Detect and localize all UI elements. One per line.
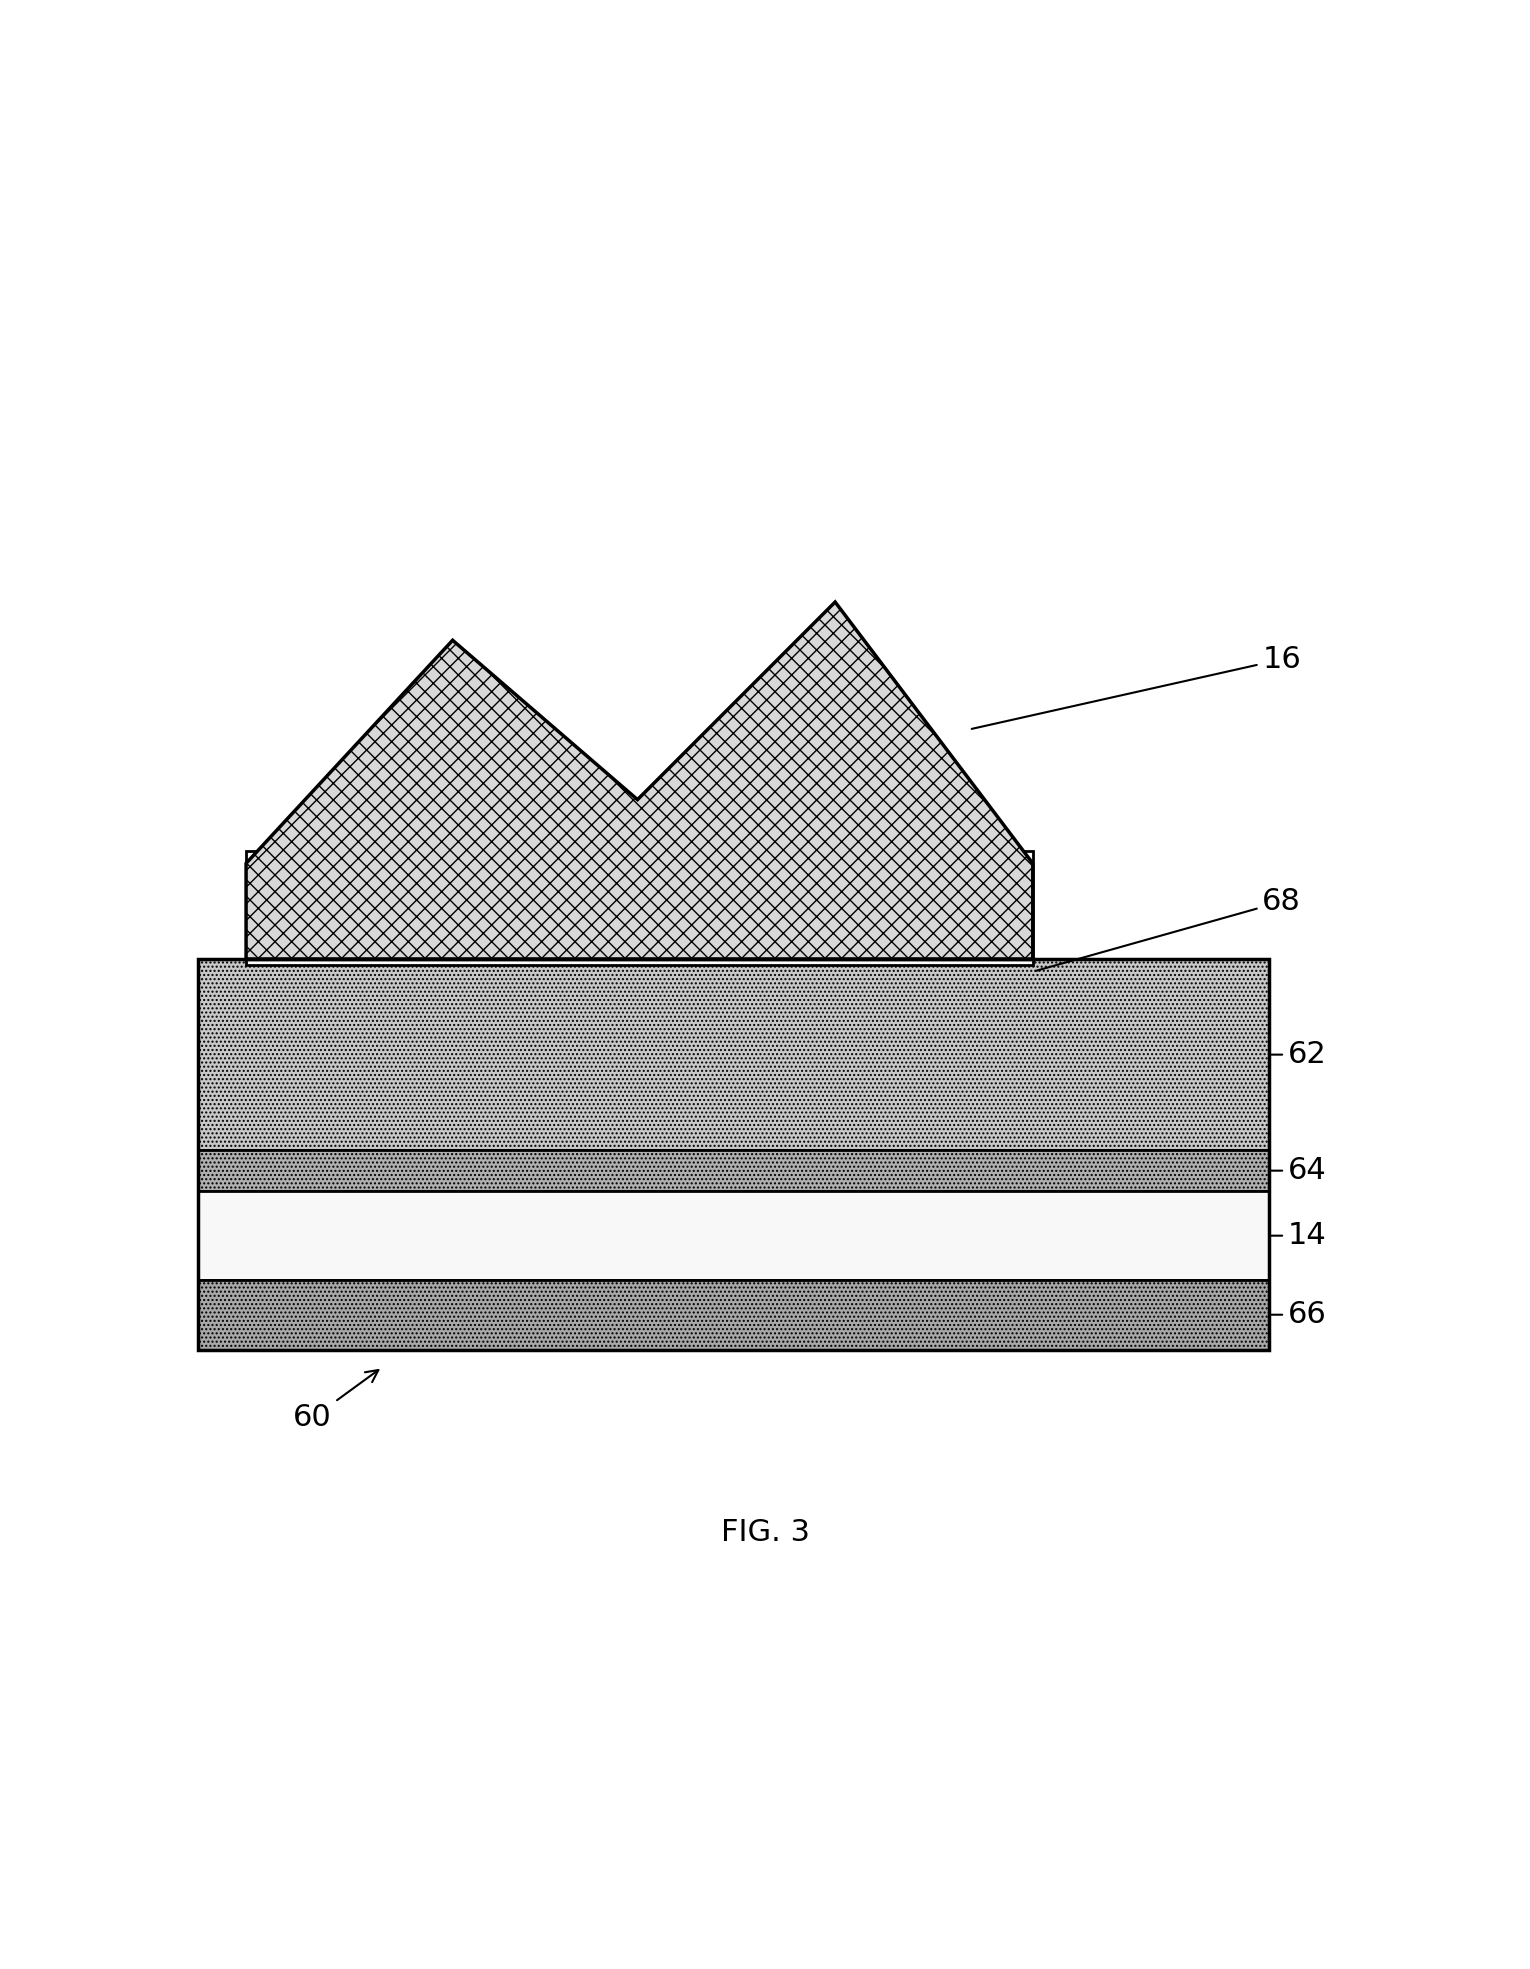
Text: 68: 68 [1036, 888, 1300, 971]
Text: 14: 14 [1271, 1221, 1327, 1250]
FancyBboxPatch shape [197, 959, 1268, 1150]
Text: 60: 60 [294, 1370, 378, 1433]
Text: FIG. 3: FIG. 3 [721, 1518, 809, 1548]
Text: 62: 62 [1271, 1040, 1327, 1069]
Text: 16: 16 [972, 646, 1300, 729]
Text: 64: 64 [1271, 1156, 1327, 1185]
FancyBboxPatch shape [246, 851, 1033, 965]
FancyBboxPatch shape [197, 1191, 1268, 1280]
FancyBboxPatch shape [197, 1150, 1268, 1191]
Polygon shape [246, 603, 1033, 959]
FancyBboxPatch shape [197, 1280, 1268, 1351]
Text: 66: 66 [1271, 1300, 1327, 1329]
